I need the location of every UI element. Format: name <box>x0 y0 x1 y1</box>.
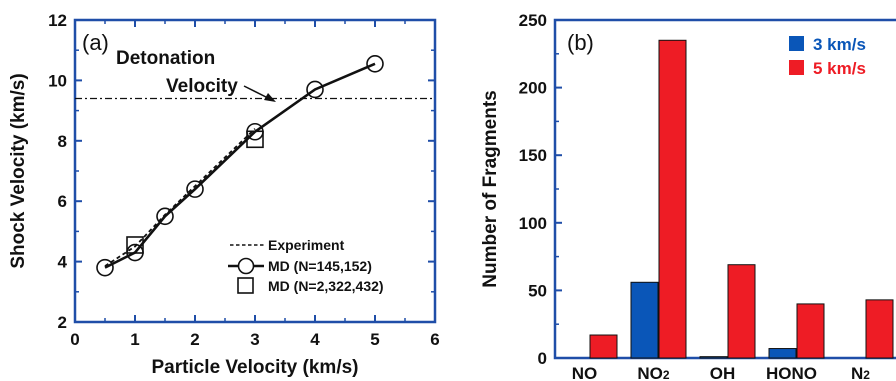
series-md-large-point <box>126 236 144 254</box>
panel-b-bars <box>589 39 894 359</box>
panel-a-xtick-label: 2 <box>190 330 199 349</box>
legend-md-small-marker <box>237 257 255 275</box>
legend-5kms-swatch <box>789 60 804 75</box>
detonation-label-line1: Detonation <box>116 48 215 69</box>
panel-a-ytick-label: 6 <box>58 192 67 211</box>
panel-a-ylabel: Shock Velocity (km/s) <box>8 73 29 268</box>
bar-oh-5kms <box>727 264 756 359</box>
panel-a-ytick-label: 2 <box>58 313 67 332</box>
series-md-small-point <box>366 54 384 73</box>
series-md-small-point <box>306 80 324 99</box>
panel-b-ytick-label: 150 <box>519 146 547 165</box>
panel-a-xtick-label: 0 <box>70 330 79 349</box>
legend-md-large-marker <box>237 277 254 294</box>
bar-n2-5kms <box>865 299 894 359</box>
legend-3kms-label: 3 km/s <box>813 35 866 54</box>
panel-a-legend: Experiment MD (N=145,152) MD (N=2,322,43… <box>228 237 384 294</box>
bar-no2-5kms <box>658 39 687 359</box>
panel-a-xtick-label: 5 <box>370 330 379 349</box>
detonation-arrow <box>243 85 271 100</box>
detonation-label-line2: Velocity <box>166 76 238 97</box>
panel-b-ylabel: Number of Fragments <box>480 90 501 287</box>
bar-no2-3kms <box>630 281 659 359</box>
panel-a-ytick-label: 8 <box>58 132 67 151</box>
category-label-hono: HONO <box>766 364 817 381</box>
detonation-arrowhead <box>264 93 276 102</box>
panel-a-ytick-label: 12 <box>48 11 67 30</box>
legend-3kms-swatch <box>789 36 804 51</box>
panel-b-ticks: 0 50 100 150 200 250 <box>519 11 562 368</box>
series-md-small-point <box>96 258 114 277</box>
panel-b-label: (b) <box>567 30 594 55</box>
panel-b-ytick-label: 250 <box>519 11 547 30</box>
legend-md-large-label: MD (N=2,322,432) <box>268 278 384 294</box>
series-md-small-point <box>246 122 264 141</box>
panel-a-xtick-label: 6 <box>430 330 439 349</box>
bar-no-5kms <box>589 334 618 359</box>
category-label-n2: N2 <box>851 364 870 381</box>
panel-a-ytick-label: 10 <box>48 71 67 90</box>
bar-oh-3kms <box>699 356 728 359</box>
series-md-small-point <box>156 207 174 226</box>
panel-a-xtick-label: 4 <box>310 330 320 349</box>
series-experiment-line <box>104 128 256 267</box>
panel-b-ytick-label: 100 <box>519 214 547 233</box>
panel-a-plot <box>75 54 435 277</box>
legend-experiment-label: Experiment <box>268 237 345 253</box>
panel-b-legend: 3 km/s 5 km/s <box>789 35 866 78</box>
panel-a-xlabel: Particle Velocity (km/s) <box>152 357 359 378</box>
panel-b-categories: NO NO2 OH HONO N2 <box>572 364 871 381</box>
panel-b: 0 50 100 150 200 250 NO NO2 OH HONO N2 (b) Number… <box>480 11 896 381</box>
panel-b-ytick-label: 200 <box>519 79 547 98</box>
panel-b-ytick-label: 0 <box>538 349 547 368</box>
category-label-no: NO <box>572 364 598 381</box>
legend-md-small-label: MD (N=145,152) <box>268 258 372 274</box>
bar-hono-5kms <box>796 303 825 359</box>
panel-a-xtick-label: 3 <box>250 330 259 349</box>
series-md-large-point <box>246 130 264 149</box>
series-md-small-point <box>126 243 144 262</box>
series-md-small-point <box>186 180 204 198</box>
category-label-no2: NO2 <box>637 364 670 381</box>
panel-a-label: (a) <box>82 30 109 55</box>
bar-hono-3kms <box>768 348 797 359</box>
legend-5kms-label: 5 km/s <box>813 59 866 78</box>
category-label-oh: OH <box>710 364 736 381</box>
panel-a-ytick-label: 4 <box>58 253 68 272</box>
panel-a-xtick-label: 1 <box>130 330 139 349</box>
panel-b-ytick-label: 50 <box>528 281 547 300</box>
